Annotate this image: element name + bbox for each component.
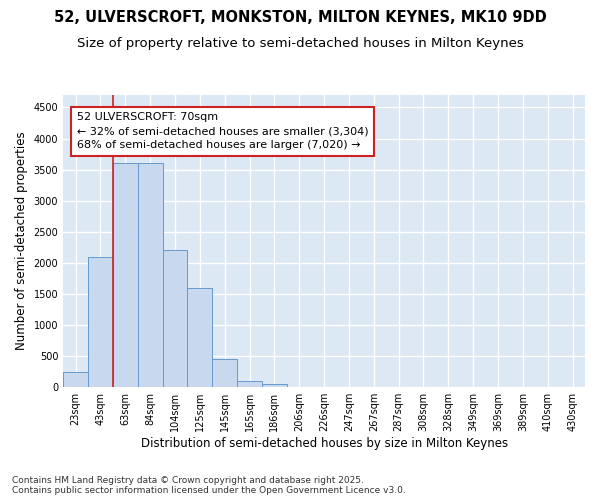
- Y-axis label: Number of semi-detached properties: Number of semi-detached properties: [15, 132, 28, 350]
- Bar: [63, 372, 88, 387]
- Bar: [187, 288, 212, 387]
- Text: 52 ULVERSCROFT: 70sqm
← 32% of semi-detached houses are smaller (3,304)
68% of s: 52 ULVERSCROFT: 70sqm ← 32% of semi-deta…: [77, 112, 368, 150]
- Text: Contains HM Land Registry data © Crown copyright and database right 2025.
Contai: Contains HM Land Registry data © Crown c…: [12, 476, 406, 495]
- Bar: [113, 164, 138, 387]
- Bar: [262, 384, 287, 387]
- Bar: [163, 250, 187, 387]
- Bar: [138, 164, 163, 387]
- X-axis label: Distribution of semi-detached houses by size in Milton Keynes: Distribution of semi-detached houses by …: [140, 437, 508, 450]
- Bar: [88, 256, 113, 387]
- Bar: [237, 381, 262, 387]
- Bar: [212, 359, 237, 387]
- Text: Size of property relative to semi-detached houses in Milton Keynes: Size of property relative to semi-detach…: [77, 38, 523, 51]
- Text: 52, ULVERSCROFT, MONKSTON, MILTON KEYNES, MK10 9DD: 52, ULVERSCROFT, MONKSTON, MILTON KEYNES…: [53, 10, 547, 25]
